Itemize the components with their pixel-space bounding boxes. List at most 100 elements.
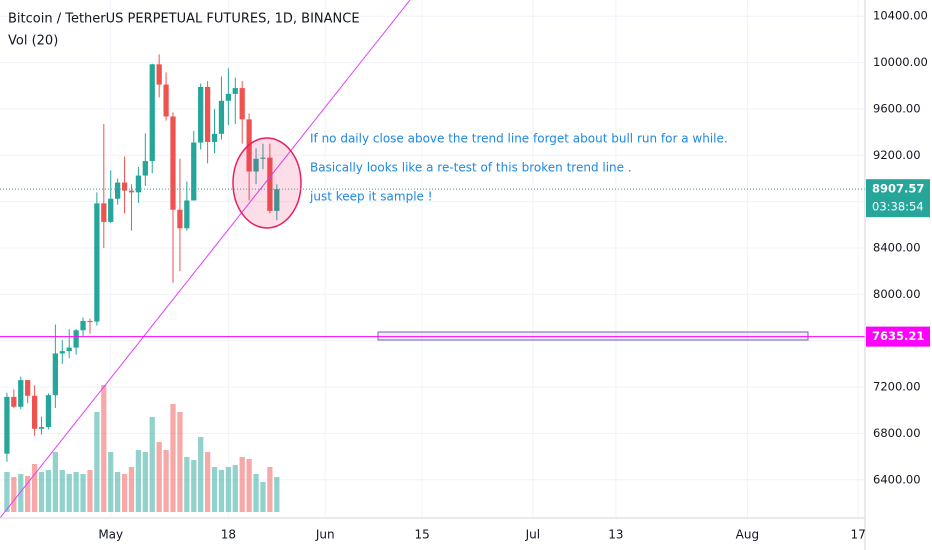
candle-body bbox=[239, 88, 245, 120]
volume-bar bbox=[31, 464, 38, 512]
candle-body bbox=[218, 100, 225, 134]
candle-body bbox=[260, 157, 266, 159]
candle-body bbox=[198, 86, 204, 143]
candle-body bbox=[11, 396, 17, 407]
candle-body bbox=[232, 88, 238, 94]
volume-bar bbox=[142, 452, 148, 512]
volume-bar bbox=[128, 467, 135, 512]
candle-body bbox=[267, 157, 273, 211]
volume-bar bbox=[246, 459, 252, 512]
volume-bar bbox=[204, 452, 211, 512]
volume-bar bbox=[115, 472, 121, 512]
volume-bar bbox=[11, 477, 17, 512]
volume-bar bbox=[239, 457, 245, 512]
x-tick-label: Aug bbox=[736, 528, 759, 542]
volume-bar bbox=[211, 467, 218, 512]
chart-title: Bitcoin / TetherUS PERPETUAL FUTURES, 1D… bbox=[8, 12, 360, 27]
x-tick-label: 13 bbox=[608, 528, 623, 542]
y-tick-label: 8000.00 bbox=[873, 287, 921, 301]
candle-body bbox=[142, 161, 148, 176]
candle-body bbox=[177, 209, 183, 229]
candle-body bbox=[184, 200, 190, 229]
candle-body bbox=[66, 347, 72, 352]
candle-body bbox=[156, 64, 162, 85]
candle-body bbox=[25, 380, 31, 396]
y-tick-label: 6800.00 bbox=[873, 426, 921, 440]
volume-bar bbox=[108, 452, 114, 512]
candle-body bbox=[170, 116, 176, 210]
volume-bar bbox=[163, 450, 169, 512]
candle-body bbox=[274, 189, 280, 211]
candle-body bbox=[101, 203, 107, 222]
candle-body bbox=[211, 133, 218, 142]
annotation: If no daily close above the trend line f… bbox=[310, 132, 728, 146]
volume-bar bbox=[4, 472, 10, 512]
candle-body bbox=[31, 395, 38, 429]
candle-body bbox=[128, 190, 135, 193]
volume-bar bbox=[232, 465, 238, 512]
x-tick-label: 15 bbox=[414, 528, 429, 542]
candle-body bbox=[45, 395, 52, 428]
indicator-label: Vol (20) bbox=[8, 34, 58, 49]
annotation: Basically looks like a re-test of this b… bbox=[310, 161, 632, 175]
candle-body bbox=[52, 353, 58, 396]
volume-bar bbox=[260, 482, 266, 512]
candle-body bbox=[253, 158, 259, 172]
candle-body bbox=[59, 351, 65, 354]
y-tick-label: 10400.00 bbox=[873, 9, 928, 23]
plot-layer bbox=[4, 54, 280, 512]
last-price-box bbox=[866, 179, 930, 218]
volume-bar bbox=[184, 457, 190, 512]
candle-body bbox=[108, 198, 114, 222]
volume-bar bbox=[225, 467, 231, 512]
trend-line bbox=[0, 0, 411, 519]
y-tick-label: 9200.00 bbox=[873, 148, 921, 162]
volume-bar bbox=[198, 437, 204, 512]
candle-body bbox=[38, 427, 45, 429]
volume-bar bbox=[135, 450, 142, 512]
volume-bar bbox=[101, 385, 107, 512]
circle-highlight bbox=[232, 137, 302, 229]
volume-bar bbox=[45, 470, 52, 512]
price-label-box bbox=[866, 326, 930, 347]
x-tick-label: 17 bbox=[850, 528, 865, 542]
candle-body bbox=[4, 396, 10, 454]
candle-body bbox=[191, 142, 197, 201]
candle-body bbox=[149, 64, 155, 162]
grid-layer bbox=[0, 0, 865, 518]
overlay-layer bbox=[0, 188, 865, 338]
volume-bar bbox=[25, 476, 31, 512]
volume-bar bbox=[121, 474, 128, 512]
x-tick-label: Jun bbox=[315, 528, 335, 542]
candle-body bbox=[115, 182, 121, 199]
candle-body bbox=[163, 84, 169, 117]
candle-body bbox=[73, 330, 79, 348]
last-price-label: 8907.57 bbox=[872, 182, 924, 196]
volume-bar bbox=[94, 412, 100, 512]
volume-bar bbox=[156, 442, 162, 512]
x-tick-label: 18 bbox=[221, 528, 236, 542]
volume-bar bbox=[66, 474, 72, 512]
volume-bar bbox=[218, 470, 225, 512]
volume-bar bbox=[59, 470, 65, 512]
volume-bar bbox=[267, 467, 273, 512]
countdown-label: 03:38:54 bbox=[872, 200, 924, 214]
volume-bar bbox=[52, 452, 58, 512]
range-box bbox=[377, 331, 809, 341]
candle-body bbox=[18, 380, 24, 407]
annotation: just keep it sample ! bbox=[309, 190, 433, 204]
y-tick-label: 9600.00 bbox=[873, 101, 921, 115]
volume-bar bbox=[73, 472, 79, 512]
volume-bar bbox=[18, 474, 24, 512]
drawings bbox=[0, 0, 809, 519]
candle-body bbox=[94, 203, 100, 322]
x-tick-label: Jul bbox=[525, 528, 540, 542]
candle-body bbox=[225, 93, 231, 101]
volume-bar bbox=[38, 472, 45, 512]
y-tick-label: 7200.00 bbox=[873, 380, 921, 394]
candle-body bbox=[87, 320, 93, 322]
candle-body bbox=[204, 86, 211, 142]
